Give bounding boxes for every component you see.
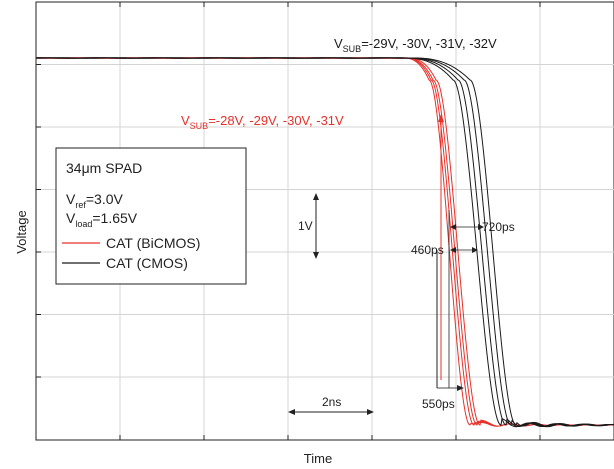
label-460ps: 460ps (411, 243, 444, 257)
axis-ticks (36, 2, 541, 440)
waveform-cmos-7 (36, 57, 614, 428)
label-720ps: 720ps (482, 220, 515, 234)
x-axis-label: Time (304, 451, 332, 466)
scale-label-2ns: 2ns (322, 395, 341, 409)
measurement-arrows (436, 114, 484, 391)
legend-label-cmos: CAT (CMOS) (106, 255, 188, 271)
legend-label-bicmos: CAT (BiCMOS) (106, 235, 200, 251)
vsub-bicmos-annotation: VSUB=-28V, -29V, -30V, -31V (181, 113, 344, 131)
legend-vref: Vref=3.0V (66, 191, 123, 210)
label-550ps: 550ps (422, 397, 455, 411)
legend-box (55, 147, 247, 285)
legend: 34μm SPAD Vref=3.0V Vload=1.65V CAT (BiC… (55, 147, 247, 285)
legend-vload: Vload=1.65V (66, 210, 138, 229)
legend-title: 34μm SPAD (66, 160, 142, 176)
scale-bar-1v (313, 193, 319, 259)
waveforms (35, 57, 614, 428)
scale-bar-2ns (288, 409, 374, 415)
vsub-cmos-annotation: VSUB=-29V, -30V, -31V, -32V (334, 36, 497, 54)
scale-label-1v: 1V (298, 219, 313, 233)
y-axis-label: Voltage (14, 210, 29, 253)
